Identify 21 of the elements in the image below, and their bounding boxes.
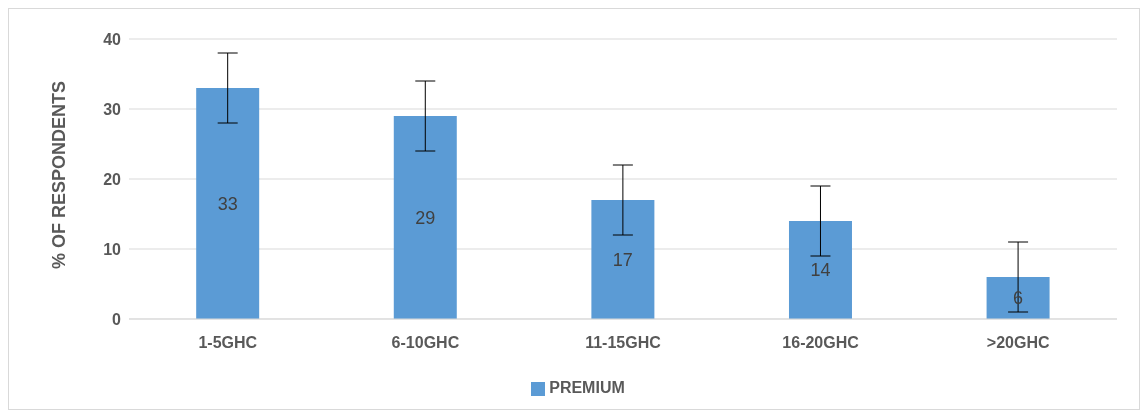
y-tick-label: 40 <box>103 30 122 48</box>
x-tick-label: 1-5GHC <box>198 334 258 352</box>
bar <box>788 221 852 319</box>
bar <box>986 277 1050 319</box>
x-tick-label: 11-15GHC <box>585 334 662 352</box>
y-tick-label: 0 <box>112 310 122 328</box>
legend-label: PREMIUM <box>549 379 625 396</box>
x-tick-label: 16-20GHC <box>782 334 860 352</box>
bar <box>591 200 655 319</box>
y-tick-label: 10 <box>103 240 122 258</box>
y-tick-label: 30 <box>103 100 122 118</box>
data-label: 17 <box>612 249 633 270</box>
data-label: 33 <box>217 193 238 214</box>
bar <box>196 88 260 319</box>
data-label: 29 <box>415 207 436 228</box>
y-axis-title: % OF RESPONDENTS <box>49 80 70 269</box>
data-label: 14 <box>810 260 831 281</box>
y-tick-label: 20 <box>103 170 122 188</box>
x-tick-label: 6-10GHC <box>391 334 460 352</box>
bar <box>393 116 457 319</box>
x-tick-label: >20GHC <box>986 334 1050 352</box>
